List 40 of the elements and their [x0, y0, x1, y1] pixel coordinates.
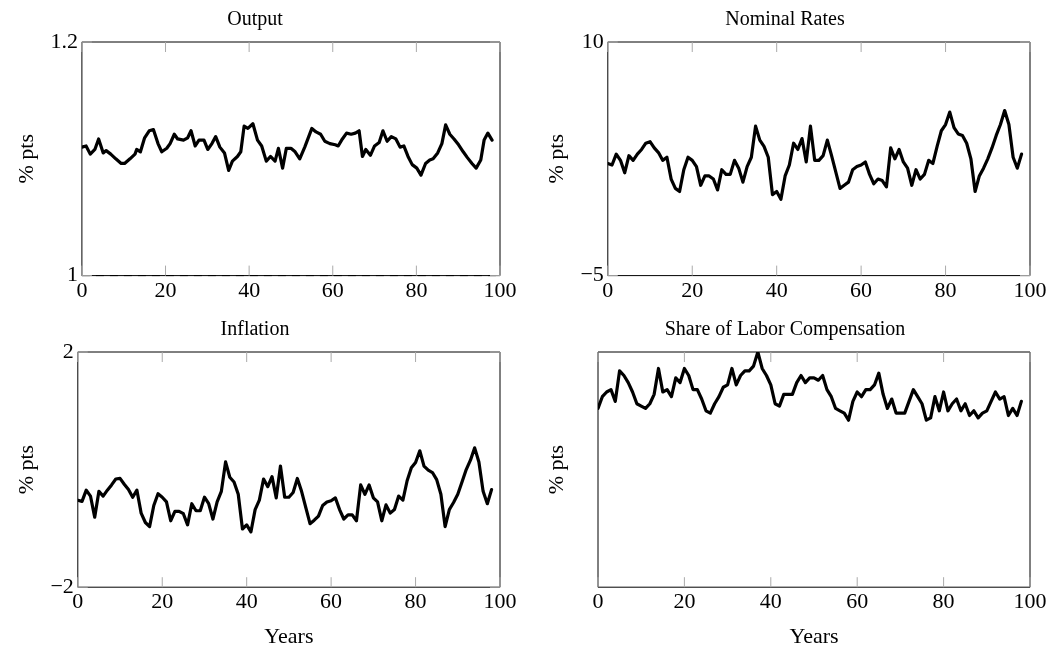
y-tick-label: 10 — [581, 27, 604, 53]
x-tick-label: 0 — [72, 588, 84, 614]
x-tick-label: 80 — [934, 276, 957, 302]
x-tick-label: 80 — [405, 276, 428, 302]
x-tick-label: 100 — [1013, 588, 1047, 614]
x-tick-label: 60 — [320, 588, 343, 614]
x-axis-title: Years — [789, 622, 839, 648]
y-tick-label: 2 — [62, 337, 74, 363]
y-tick-label: 1 — [66, 261, 78, 287]
y-tick-label: −2 — [50, 572, 74, 598]
x-tick-label: 20 — [154, 276, 177, 302]
x-tick-label: 0 — [602, 276, 614, 302]
y-axis-title: % pts — [12, 134, 38, 184]
chart-title: Nominal Rates — [725, 7, 845, 30]
x-tick-label: 0 — [76, 276, 88, 302]
x-tick-label: 100 — [1013, 276, 1047, 302]
x-tick-label: 100 — [483, 276, 517, 302]
chart-title: Inflation — [220, 317, 290, 340]
x-tick-label: 40 — [765, 276, 788, 302]
y-tick-label: −5 — [580, 261, 604, 287]
x-tick-label: 100 — [483, 588, 517, 614]
x-tick-label: 40 — [238, 276, 261, 302]
y-axis-title: % pts — [12, 444, 38, 495]
y-axis-title: % pts — [542, 134, 568, 184]
x-tick-label: 40 — [235, 588, 258, 614]
x-tick-label: 20 — [681, 276, 704, 302]
y-tick-label: 1.2 — [50, 27, 78, 53]
x-tick-label: 20 — [673, 588, 696, 614]
x-tick-label: 80 — [932, 588, 955, 614]
x-tick-label: 60 — [850, 276, 873, 302]
x-tick-label: 40 — [759, 588, 782, 614]
x-tick-label: 20 — [151, 588, 174, 614]
x-axis-title: Years — [264, 622, 314, 648]
x-tick-label: 0 — [592, 588, 604, 614]
x-tick-label: 60 — [321, 276, 344, 302]
chart-title: Share of Labor Compensation — [664, 317, 906, 341]
chart-title: Output — [227, 7, 284, 31]
y-axis-title: % pts — [542, 444, 568, 495]
x-tick-label: 80 — [404, 588, 427, 614]
x-tick-label: 60 — [846, 588, 869, 614]
